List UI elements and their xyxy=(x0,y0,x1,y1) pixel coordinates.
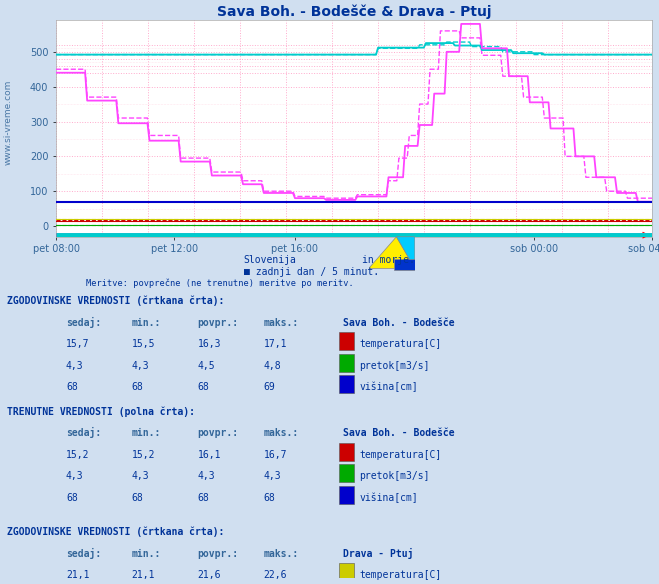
Text: Drava - Ptuj: Drava - Ptuj xyxy=(343,548,413,559)
Text: 4,3: 4,3 xyxy=(132,361,150,371)
Text: 68: 68 xyxy=(198,382,210,392)
Text: 4,5: 4,5 xyxy=(198,361,215,371)
Text: 69: 69 xyxy=(264,382,275,392)
Text: 17,1: 17,1 xyxy=(264,339,287,349)
Bar xyxy=(339,464,354,482)
Text: ■ zadnji dan / 5 minut.: ■ zadnji dan / 5 minut. xyxy=(244,267,379,277)
Text: ZGODOVINSKE VREDNOSTI (črtkana črta):: ZGODOVINSKE VREDNOSTI (črtkana črta): xyxy=(7,296,224,306)
Text: 68: 68 xyxy=(66,382,78,392)
Text: Slovenija: Slovenija xyxy=(244,255,297,265)
Text: maks.:: maks.: xyxy=(264,549,299,559)
Text: Meritve: povprečne (ne trenutne) meritve po meritv.: Meritve: povprečne (ne trenutne) meritve… xyxy=(86,279,353,288)
Text: sedaj:: sedaj: xyxy=(66,548,101,559)
Text: 15,7: 15,7 xyxy=(66,339,90,349)
Text: 4,3: 4,3 xyxy=(198,471,215,481)
Text: povpr.:: povpr.: xyxy=(198,428,239,438)
Text: povpr.:: povpr.: xyxy=(198,318,239,328)
Text: min.:: min.: xyxy=(132,428,161,438)
Text: www.si-vreme.com: www.si-vreme.com xyxy=(4,80,13,165)
Polygon shape xyxy=(369,237,415,269)
Text: povpr.:: povpr.: xyxy=(198,549,239,559)
Text: temperatura[C]: temperatura[C] xyxy=(359,450,442,460)
Bar xyxy=(339,332,354,350)
Bar xyxy=(339,486,354,504)
Text: Sava Boh. - Bodešče: Sava Boh. - Bodešče xyxy=(343,318,454,328)
Text: 15,2: 15,2 xyxy=(132,450,156,460)
Text: 4,3: 4,3 xyxy=(66,361,84,371)
Text: 68: 68 xyxy=(132,493,144,503)
Text: sedaj:: sedaj: xyxy=(66,427,101,438)
Bar xyxy=(339,354,354,372)
Bar xyxy=(394,259,415,270)
Bar xyxy=(339,564,354,582)
Text: sedaj:: sedaj: xyxy=(66,317,101,328)
Text: min.:: min.: xyxy=(132,549,161,559)
Text: maks.:: maks.: xyxy=(264,428,299,438)
Bar xyxy=(339,376,354,394)
Text: pretok[m3/s]: pretok[m3/s] xyxy=(359,471,430,481)
Text: 22,6: 22,6 xyxy=(264,570,287,580)
Text: Sava Boh. - Bodešče: Sava Boh. - Bodešče xyxy=(343,428,454,438)
Text: višina[cm]: višina[cm] xyxy=(359,492,418,503)
Text: 4,3: 4,3 xyxy=(66,471,84,481)
Text: 68: 68 xyxy=(66,493,78,503)
Polygon shape xyxy=(397,237,415,269)
Text: 15,2: 15,2 xyxy=(66,450,90,460)
Text: 16,1: 16,1 xyxy=(198,450,221,460)
Text: TRENUTNE VREDNOSTI (polna črta):: TRENUTNE VREDNOSTI (polna črta): xyxy=(7,406,194,417)
Text: ZGODOVINSKE VREDNOSTI (črtkana črta):: ZGODOVINSKE VREDNOSTI (črtkana črta): xyxy=(7,527,224,537)
Text: pretok[m3/s]: pretok[m3/s] xyxy=(359,361,430,371)
Text: 15,5: 15,5 xyxy=(132,339,156,349)
Title: Sava Boh. - Bodešče & Drava - Ptuj: Sava Boh. - Bodešče & Drava - Ptuj xyxy=(217,5,492,19)
Text: 21,1: 21,1 xyxy=(132,570,156,580)
Text: temperatura[C]: temperatura[C] xyxy=(359,570,442,580)
Bar xyxy=(339,443,354,461)
Text: 4,8: 4,8 xyxy=(264,361,281,371)
Text: višina[cm]: višina[cm] xyxy=(359,382,418,392)
Text: 16,3: 16,3 xyxy=(198,339,221,349)
Text: 16,7: 16,7 xyxy=(264,450,287,460)
Text: 21,1: 21,1 xyxy=(66,570,90,580)
Text: 4,3: 4,3 xyxy=(264,471,281,481)
Text: min.:: min.: xyxy=(132,318,161,328)
Text: 21,6: 21,6 xyxy=(198,570,221,580)
Text: maks.:: maks.: xyxy=(264,318,299,328)
Text: 4,3: 4,3 xyxy=(132,471,150,481)
Text: 68: 68 xyxy=(132,382,144,392)
Text: in morje.: in morje. xyxy=(362,255,415,265)
Text: 68: 68 xyxy=(264,493,275,503)
Text: temperatura[C]: temperatura[C] xyxy=(359,339,442,349)
Text: 68: 68 xyxy=(198,493,210,503)
